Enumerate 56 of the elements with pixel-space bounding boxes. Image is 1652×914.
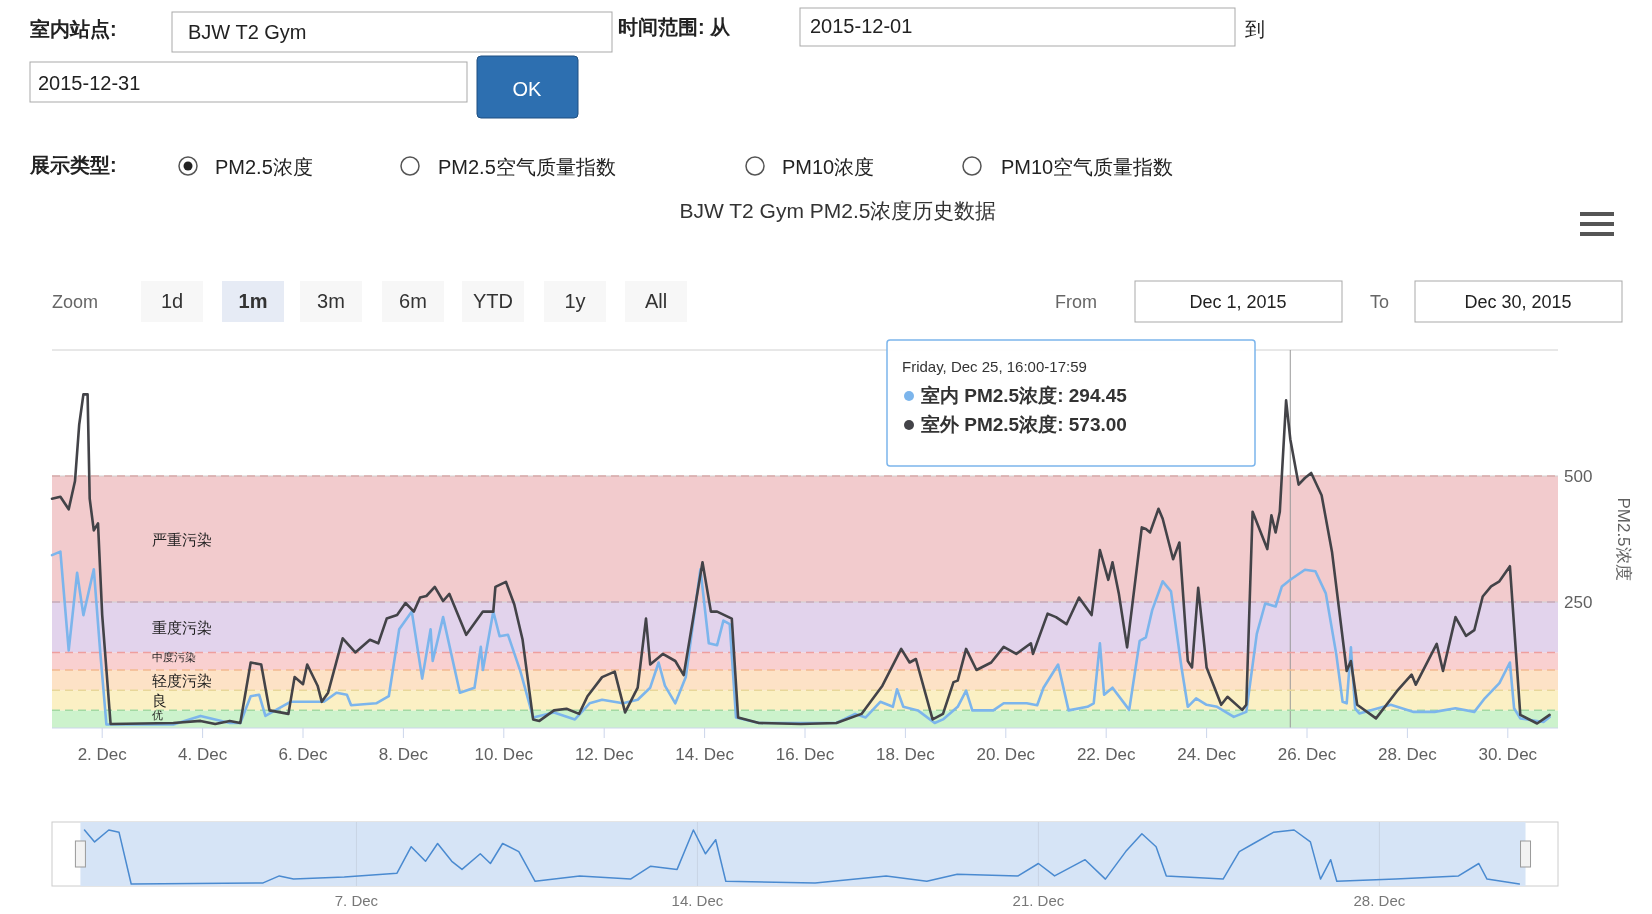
x-tick-label: 21. Dec (1012, 892, 1065, 909)
band-label: 良 (152, 691, 167, 709)
text: PM10浓度 (782, 156, 875, 178)
x-tick-label: 14. Dec (671, 892, 724, 909)
y-tick-label: 250 (1564, 592, 1593, 612)
text: Dec 30, 2015 (1464, 292, 1572, 312)
x-tick-label: 18. Dec (876, 745, 936, 764)
text: From (1055, 292, 1097, 312)
y-tick-label: 500 (1564, 466, 1593, 486)
annotation: 室外 PM2.5浓度: 573.00 (921, 414, 1127, 435)
x-tick-label: 4. Dec (178, 745, 228, 764)
text: 2015-12-31 (38, 72, 141, 94)
x-tick-label: 7. Dec (334, 892, 379, 909)
text: To (1370, 292, 1390, 312)
x-tick-label: 14. Dec (675, 745, 735, 764)
x-tick-label: 2. Dec (77, 745, 128, 764)
x-tick-label: 30. Dec (1478, 745, 1538, 764)
text: 6m (399, 290, 427, 312)
text: OK (512, 78, 543, 100)
text: 3m (317, 290, 345, 312)
text: PM2.5浓度 (215, 156, 313, 178)
x-tick-label: 28. Dec (1353, 892, 1406, 909)
x-tick-label: 16. Dec (775, 745, 835, 764)
annotation: Friday, Dec 25, 16:00-17:59 (902, 358, 1087, 375)
band-label: 中度污染 (152, 651, 196, 664)
x-tick-label: 12. Dec (574, 745, 634, 764)
text: 到 (1245, 18, 1265, 40)
text: PM2.5空气质量指数 (438, 156, 616, 178)
band-label: 优 (152, 709, 163, 722)
x-tick-label: 28. Dec (1378, 745, 1438, 764)
x-tick-label: 8. Dec (378, 745, 429, 764)
annotation: 室内 PM2.5浓度: 294.45 (921, 385, 1128, 406)
x-tick-label: 10. Dec (474, 745, 534, 764)
chart-title: BJW T2 Gym PM2.5浓度历史数据 (679, 199, 997, 222)
text: 1d (160, 290, 184, 312)
text: 1m (238, 290, 268, 312)
band-label: 严重污染 (152, 530, 212, 548)
x-tick-label: 22. Dec (1076, 745, 1136, 764)
text: BJW T2 Gym (188, 21, 307, 43)
band-label: 重度污染 (152, 618, 212, 636)
text: Dec 1, 2015 (1189, 292, 1287, 312)
x-tick-label: 24. Dec (1177, 745, 1237, 764)
text: YTD (473, 290, 513, 312)
band-label: 轻度污染 (152, 671, 212, 689)
text: 时间范围: 从 (618, 16, 732, 38)
text: 2015-12-01 (810, 15, 913, 37)
x-tick-label: 26. Dec (1277, 745, 1337, 764)
text: PM10空气质量指数 (1001, 156, 1174, 178)
text: 1y (564, 290, 586, 312)
text: 室内站点: (30, 18, 117, 40)
y-axis-title: PM2.5浓度 (1614, 497, 1633, 581)
text: 展示类型: (29, 154, 117, 176)
text: Zoom (52, 292, 99, 312)
x-tick-label: 6. Dec (278, 745, 329, 764)
x-tick-label: 20. Dec (976, 745, 1036, 764)
text: All (644, 290, 668, 312)
